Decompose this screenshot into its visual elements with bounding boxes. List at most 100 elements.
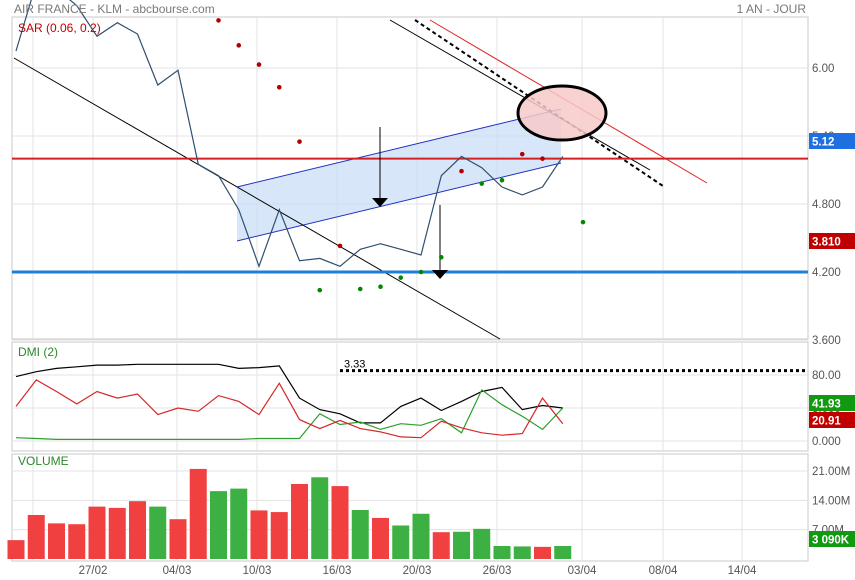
- dmi-y-tick-label: 80.00: [812, 370, 841, 382]
- volume-bar: [453, 531, 470, 559]
- volume-y-tick-label: 14.00M: [812, 495, 850, 507]
- chart-title: AIR FRANCE - KLM - abcbourse.com: [14, 2, 215, 16]
- volume-bar: [108, 507, 126, 559]
- volume-bar: [149, 506, 167, 559]
- channel-upper-line: [236, 108, 562, 188]
- highlight-circle: [516, 84, 608, 142]
- volume-bar: [68, 524, 86, 559]
- regression-channel: [236, 108, 562, 242]
- sar-legend: SAR (0.06, 0.2): [18, 21, 101, 35]
- sar-point-sell: [236, 43, 242, 48]
- downtrend-line: [13, 57, 501, 340]
- sar-point-sell: [216, 18, 221, 23]
- volume-bar: [554, 546, 572, 559]
- volume-badge-bg: [809, 531, 855, 547]
- arrow-head: [432, 270, 448, 279]
- price-y-tick-label: 3.600: [812, 335, 841, 347]
- dmi-layer: [15, 363, 564, 440]
- volume-layer: [7, 468, 572, 559]
- price-y-tick-label: 6.00: [812, 63, 834, 75]
- volume-legend: VOLUME: [18, 454, 69, 468]
- x-tick-label: 20/03: [403, 565, 432, 577]
- x-tick-label: 14/04: [728, 565, 757, 577]
- dmi-series-diminus: [15, 379, 564, 439]
- price-y-tick-label: 4.800: [812, 199, 841, 211]
- volume-bar: [88, 506, 106, 559]
- sar-point-buy: [580, 219, 586, 225]
- volume-bar: [534, 546, 551, 559]
- dmi-legend: DMI (2): [18, 345, 58, 359]
- sar-point-sell: [540, 156, 545, 161]
- volume-bar: [372, 517, 389, 559]
- grid: [12, 17, 808, 561]
- channel-lower-line: [236, 162, 562, 242]
- x-tick-label: 26/03: [483, 565, 512, 577]
- volume-bar: [473, 528, 491, 559]
- sar-point-sell: [519, 151, 525, 157]
- x-tick-label: 04/03: [163, 565, 192, 577]
- sar-point-buy: [357, 286, 363, 292]
- price-layer: [15, 0, 586, 293]
- period-label: 1 AN - JOUR: [737, 2, 807, 16]
- dmi-plus-badge: 41.93: [812, 399, 841, 411]
- dmi-series-adx: [15, 363, 563, 424]
- x-tick-label: 16/03: [323, 565, 352, 577]
- price-y-tick-label: 4.200: [812, 267, 841, 279]
- sar-point-sell: [256, 62, 262, 67]
- dmi-panel: [11, 341, 809, 452]
- dmi-y-tick-label: 0.000: [812, 436, 841, 448]
- sar-point-buy: [499, 177, 505, 183]
- sar-point-buy: [418, 269, 424, 275]
- sar-point-buy: [438, 254, 444, 260]
- volume-bar: [210, 491, 227, 559]
- volume-bar: [331, 486, 349, 559]
- price-badge-bg: [809, 133, 855, 149]
- level-badge-bg: [809, 233, 855, 249]
- price-series-line: [15, 0, 564, 269]
- x-tick-label: 03/04: [568, 565, 597, 577]
- dmi-series-diplus: [15, 388, 564, 440]
- channel-fill: [237, 109, 561, 241]
- sar-point-buy: [378, 284, 383, 290]
- volume-bar: [432, 532, 450, 559]
- volume-bar: [7, 540, 25, 559]
- volume-badge: 3 090K: [812, 535, 850, 547]
- volume-bar: [392, 525, 410, 559]
- sar-point-sell: [276, 84, 282, 90]
- sar-point-sell: [337, 243, 343, 249]
- volume-bar: [291, 483, 308, 559]
- sar-point-buy: [317, 287, 323, 293]
- volume-bar: [230, 488, 248, 559]
- volume-bar: [412, 513, 430, 559]
- x-tick-label: 27/02: [79, 565, 108, 577]
- volume-bar: [169, 519, 187, 559]
- volume-bar: [48, 523, 65, 559]
- volume-bar: [311, 477, 329, 559]
- dmi-minus-badge: 20.91: [812, 416, 841, 428]
- arrow-head: [372, 198, 388, 207]
- volume-bar: [351, 509, 369, 559]
- volume-bar: [250, 510, 268, 559]
- downtrend-line-upper: [389, 19, 651, 171]
- volume-bar: [270, 512, 288, 559]
- sar-point-sell: [459, 168, 464, 174]
- dmi-minus-badge-bg: [809, 412, 855, 428]
- volume-bar: [513, 546, 531, 559]
- volume-bar: [189, 468, 207, 559]
- trend-drawings: 3.33: [12, 19, 808, 373]
- sar-point-sell: [297, 139, 302, 144]
- sar-point-buy: [398, 275, 404, 280]
- axis-layer: 6.005.404.8004.2003.6003.00080.000.00021…: [79, 63, 855, 577]
- volume-y-tick-label: 21.00M: [812, 466, 850, 478]
- volume-bar: [27, 515, 45, 559]
- volume-bar: [493, 546, 511, 559]
- target-label: 3.33: [344, 359, 365, 371]
- level-badge: 3.810: [812, 237, 841, 249]
- x-tick-label: 08/04: [649, 565, 678, 577]
- dmi-plus-badge-bg: [809, 395, 855, 411]
- x-tick-label: 10/03: [243, 565, 272, 577]
- sar-point-buy: [479, 181, 485, 186]
- volume-bar: [129, 501, 146, 559]
- price-badge: 5.12: [812, 137, 834, 149]
